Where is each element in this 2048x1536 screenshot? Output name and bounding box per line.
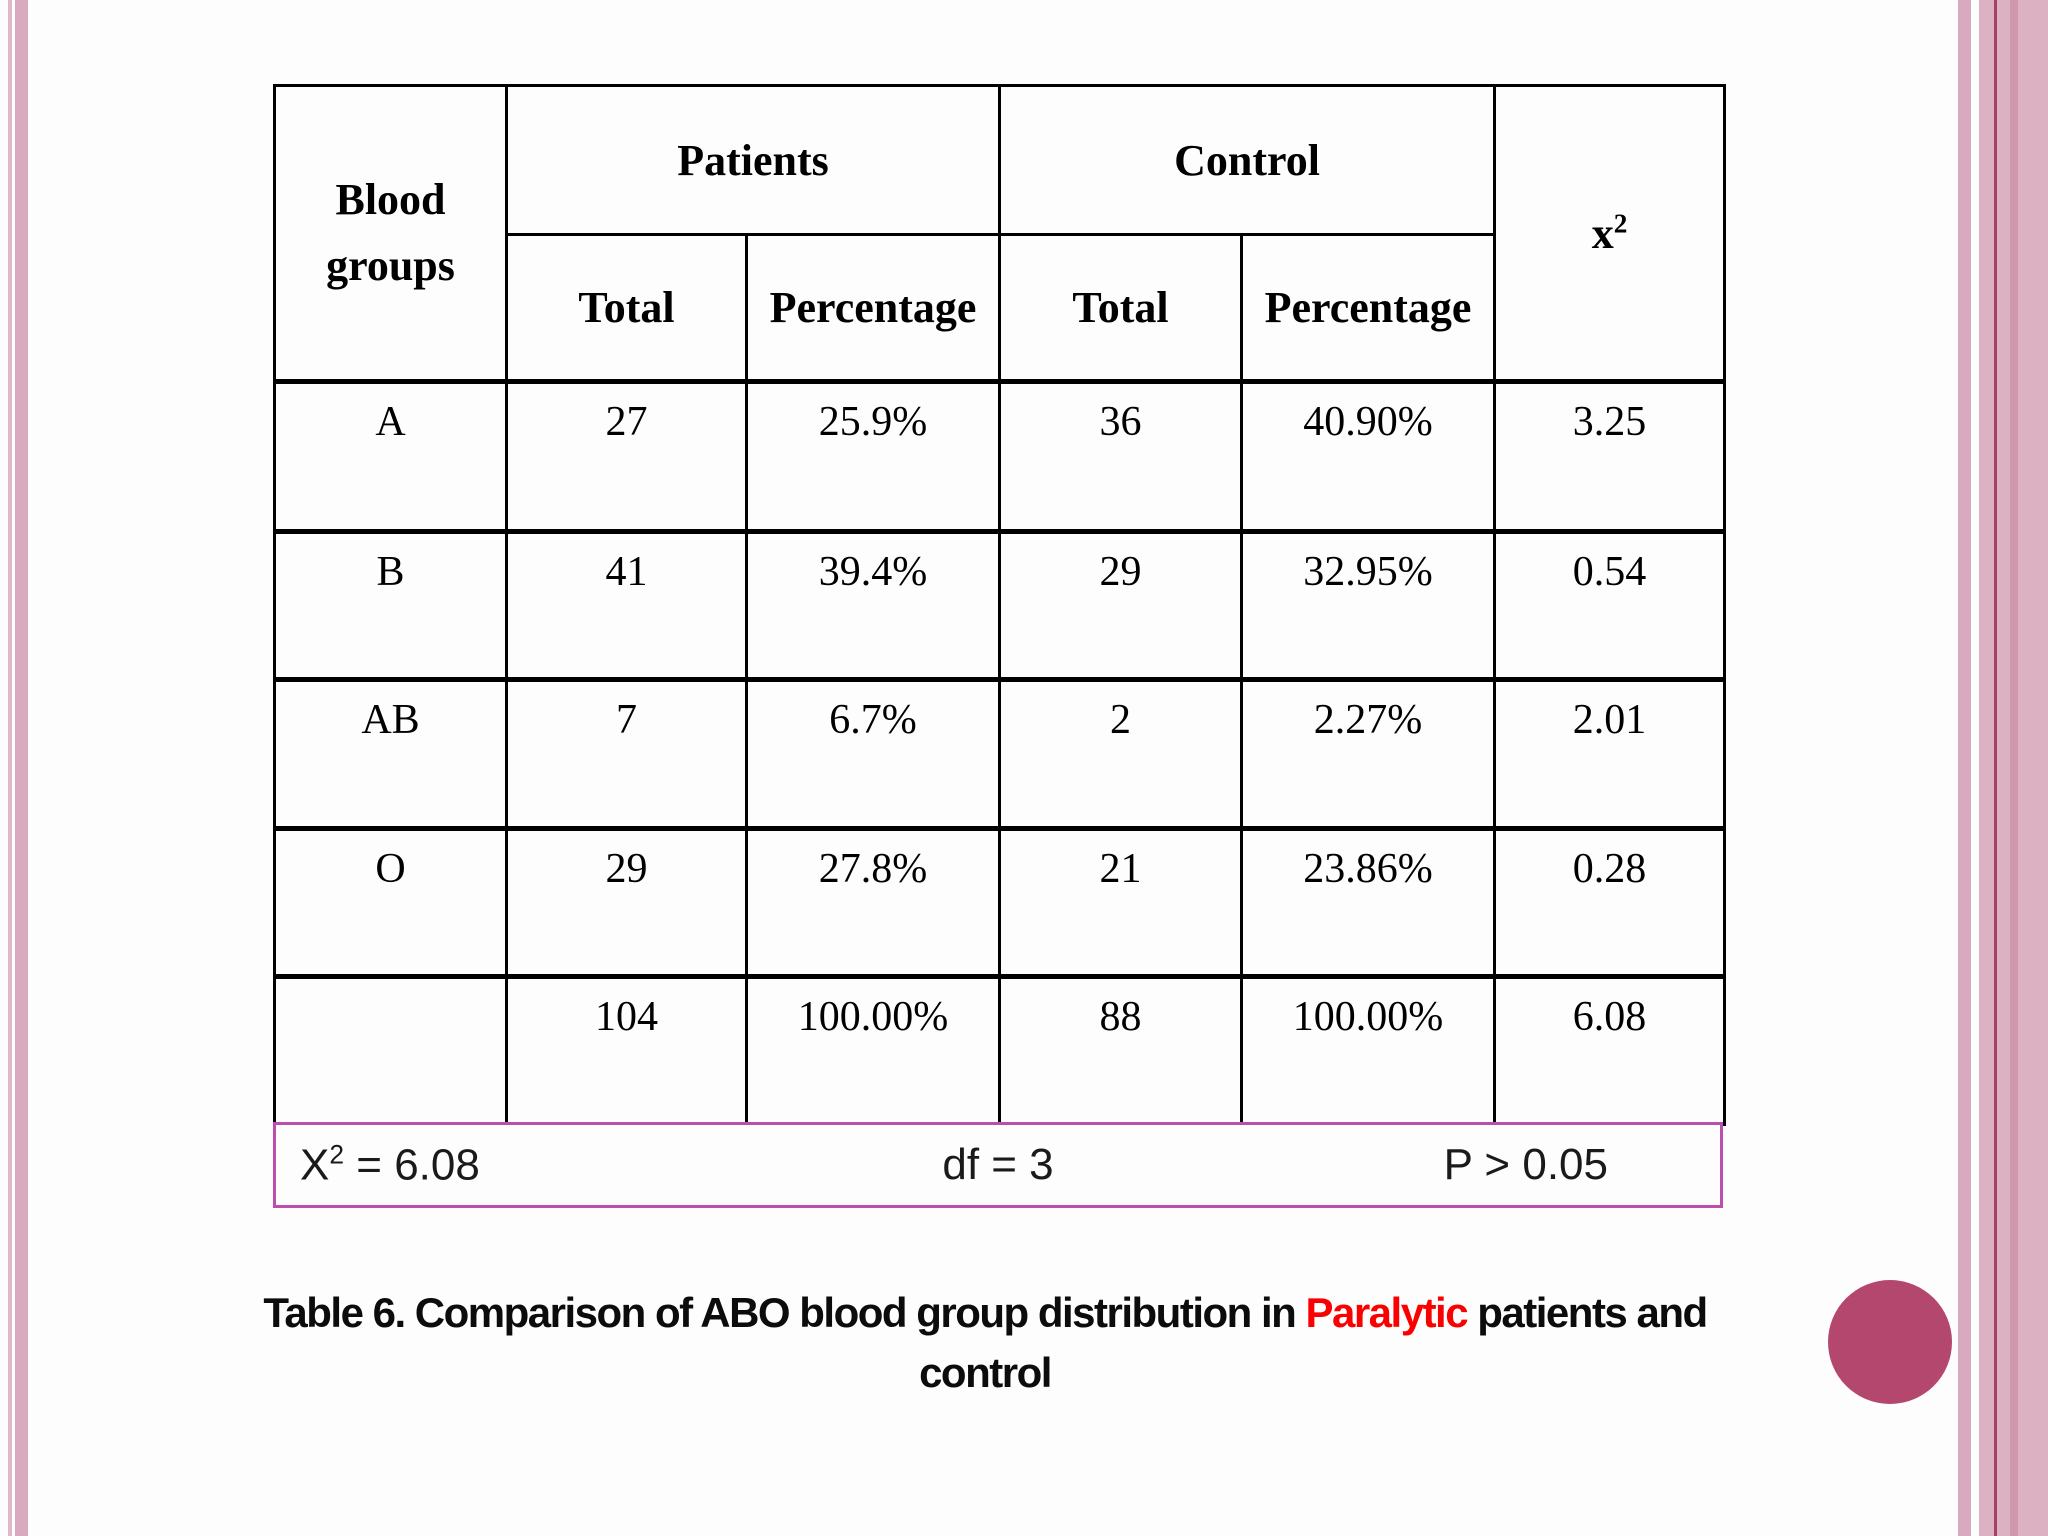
table-row-a: A 27 25.9% 36 40.90% 3.25 [273, 379, 1727, 533]
cell-group: A [273, 379, 508, 533]
caption-line-1: Table 6. Comparison of ABO blood group d… [135, 1283, 1835, 1343]
chi-superscript: 2 [1613, 207, 1628, 238]
cell-control-pct: 32.95% [1239, 529, 1497, 681]
cell-patients-pct: 6.7% [745, 677, 1001, 830]
cell-patients-pct: 100.00% [745, 974, 1001, 1126]
cell-chi-sq: 0.54 [1493, 529, 1727, 681]
cell-patients-total: 29 [505, 826, 748, 978]
cell-control-total: 88 [998, 974, 1243, 1126]
cell-control-pct: 23.86% [1239, 826, 1497, 978]
cell-group [273, 974, 508, 1126]
table-container: Blood groups Patients Control x2 Total P… [273, 84, 1727, 1126]
cell-chi-sq: 0.28 [1493, 826, 1727, 978]
table-row-total: 104 100.00% 88 100.00% 6.08 [273, 974, 1727, 1126]
left-border-stripe-wide [15, 0, 28, 1536]
cell-patients-total: 7 [505, 677, 748, 830]
blood-group-table: Blood groups Patients Control x2 Total P… [273, 84, 1727, 1126]
cell-patients-total: 41 [505, 529, 748, 681]
table-caption: Table 6. Comparison of ABO blood group d… [135, 1283, 1835, 1402]
header-control: Control [997, 84, 1497, 236]
caption-highlight-paralytic: Paralytic [1305, 1289, 1468, 1336]
cell-group: B [273, 529, 508, 681]
cell-control-pct: 40.90% [1239, 379, 1497, 533]
cell-control-total: 2 [998, 677, 1243, 830]
cell-patients-pct: 25.9% [745, 379, 1001, 533]
cell-group: AB [273, 677, 508, 830]
right-border-medium-line [2010, 0, 2018, 1536]
header-patients: Patients [505, 84, 1001, 236]
cell-patients-pct: 27.8% [745, 826, 1001, 978]
cell-patients-pct: 39.4% [745, 529, 1001, 681]
caption-text-after: patients and [1467, 1289, 1708, 1336]
cell-patients-total: 104 [505, 974, 748, 1126]
left-border-stripe-thin [8, 0, 12, 1536]
header-blood-groups-label: Blood groups [326, 175, 455, 290]
cell-patients-total: 27 [505, 379, 748, 533]
cell-chi-sq: 2.01 [1493, 677, 1727, 830]
table-row-ab: AB 7 6.7% 2 2.27% 2.01 [273, 677, 1727, 830]
header-control-total: Total [998, 233, 1243, 383]
chi-result-value: = 6.08 [344, 1140, 480, 1190]
header-patients-percentage: Percentage [745, 233, 1001, 383]
chi-base: x [1591, 208, 1614, 258]
header-control-percentage: Percentage [1239, 233, 1497, 383]
cell-control-total: 21 [998, 826, 1243, 978]
header-row-sub: Total Percentage Total Percentage [275, 233, 1725, 383]
right-border-stripe-thin [1958, 0, 1971, 1536]
chi-square-stats-bar: X2 = 6.08 df = 3 P > 0.05 [273, 1122, 1723, 1208]
decorative-circle [1828, 1280, 1952, 1404]
cell-group: O [273, 826, 508, 978]
header-row-top: Blood groups Patients Control x2 [273, 84, 1727, 383]
right-border-dark-line [1994, 0, 1997, 1536]
degrees-of-freedom: df = 3 [942, 1140, 1054, 1189]
cell-control-pct: 2.27% [1239, 677, 1497, 830]
header-patients-total: Total [505, 233, 748, 383]
cell-control-total: 36 [998, 379, 1243, 533]
chi-result-base: X [300, 1140, 330, 1190]
caption-line-2: control [919, 1348, 1052, 1396]
p-value: P > 0.05 [1443, 1140, 1608, 1189]
header-blood-groups: Blood groups [273, 84, 508, 383]
caption-text-before: Table 6. Comparison of ABO blood group d… [263, 1289, 1306, 1336]
cell-control-pct: 100.00% [1239, 974, 1497, 1126]
cell-chi-sq: 3.25 [1493, 379, 1727, 533]
table-row-o: O 29 27.8% 21 23.86% 0.28 [273, 826, 1727, 978]
chi-result-superscript: 2 [329, 1139, 345, 1170]
table-row-b: B 41 39.4% 29 32.95% 0.54 [273, 529, 1727, 681]
header-chi-square: x2 [1493, 84, 1727, 383]
chi-square-result: X2 = 6.08 [300, 1140, 480, 1191]
cell-control-total: 29 [998, 529, 1243, 681]
cell-chi-sq: 6.08 [1493, 974, 1727, 1126]
